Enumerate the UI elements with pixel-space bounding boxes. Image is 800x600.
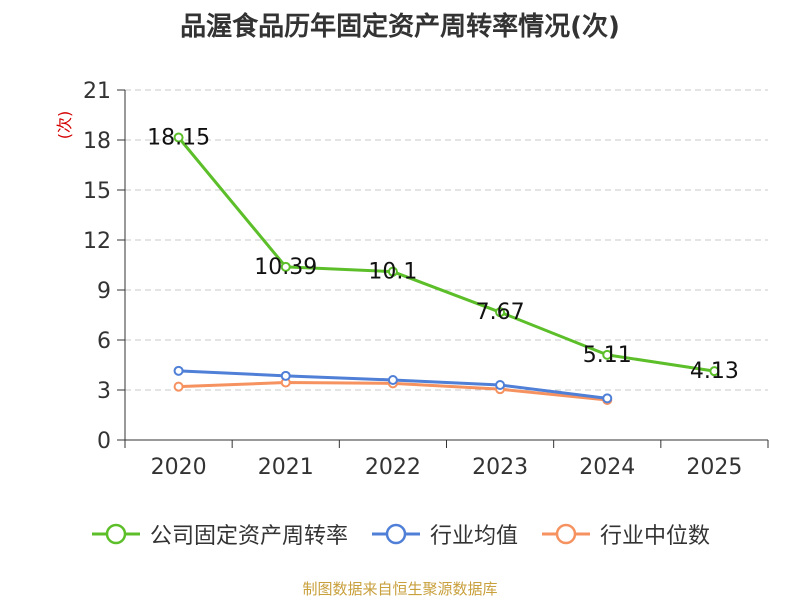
x-tick-label: 2024 — [579, 455, 635, 480]
series-line — [177, 136, 715, 373]
data-labels: 18.15 10.39 10.1 7.67 5.11 4.13 — [147, 126, 739, 385]
data-label: 4.13 — [690, 359, 739, 384]
x-tick-label: 2020 — [151, 455, 207, 480]
y-tick-label: 3 — [97, 379, 111, 404]
data-label: 10.39 — [254, 255, 317, 280]
legend-swatch-icon — [91, 523, 140, 545]
x-tick-label: 2025 — [686, 455, 742, 480]
data-point — [495, 307, 506, 318]
legend-item[interactable]: 公司固定资产周转率 — [90, 518, 348, 550]
data-point — [280, 261, 291, 272]
data-point — [280, 370, 291, 381]
data-point — [173, 381, 184, 392]
y-tick-label: 21 — [83, 79, 111, 104]
data-point — [602, 349, 613, 360]
legend-item[interactable]: 行业均值 — [370, 518, 518, 550]
data-point — [387, 266, 398, 277]
series — [173, 132, 720, 405]
data-label: 5.11 — [583, 343, 632, 368]
y-tick-label: 15 — [83, 179, 111, 204]
source-note: 制图数据来自恒生聚源数据库 — [302, 580, 498, 598]
x-tick-label: 2023 — [472, 455, 528, 480]
chart-title: 品渥食品历年固定资产周转率情况(次) — [180, 12, 620, 42]
data-point — [387, 375, 398, 385]
y-axis-label: (次) — [55, 111, 74, 140]
legend-label: 行业中位数 — [600, 524, 711, 549]
y-tick-label: 12 — [83, 229, 111, 254]
legend: 公司固定资产周转率 行业均值 行业中位数 — [0, 518, 800, 550]
data-point — [495, 380, 506, 390]
x-tick-label: 2021 — [258, 455, 314, 480]
legend-label: 行业均值 — [429, 524, 518, 549]
data-label: 10.1 — [368, 260, 417, 285]
data-point — [602, 393, 613, 404]
axes: 0 3 6 9 12 15 18 21 2020 2021 2022 2023 2024 2025 — [83, 79, 769, 480]
legend-swatch-icon — [542, 523, 590, 545]
y-tick-label: 0 — [97, 429, 111, 454]
x-tick-label: 2022 — [365, 455, 421, 480]
data-point — [173, 132, 184, 143]
y-tick-label: 18 — [83, 129, 111, 154]
legend-item[interactable]: 行业中位数 — [540, 518, 710, 550]
data-point — [173, 365, 184, 376]
y-tick-label: 9 — [97, 279, 111, 304]
grid-lines — [125, 89, 768, 391]
data-label: 7.67 — [476, 300, 525, 325]
legend-label: 公司固定资产周转率 — [149, 524, 348, 549]
data-label: 18.15 — [147, 126, 210, 151]
y-tick-label: 6 — [97, 329, 111, 354]
legend-swatch-icon — [371, 523, 420, 545]
data-point — [709, 366, 720, 377]
